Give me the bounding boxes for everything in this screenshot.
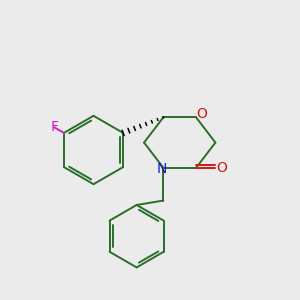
Text: O: O: [217, 161, 227, 175]
Text: N: N: [157, 162, 167, 176]
Text: F: F: [50, 120, 58, 134]
Text: O: O: [196, 107, 207, 121]
